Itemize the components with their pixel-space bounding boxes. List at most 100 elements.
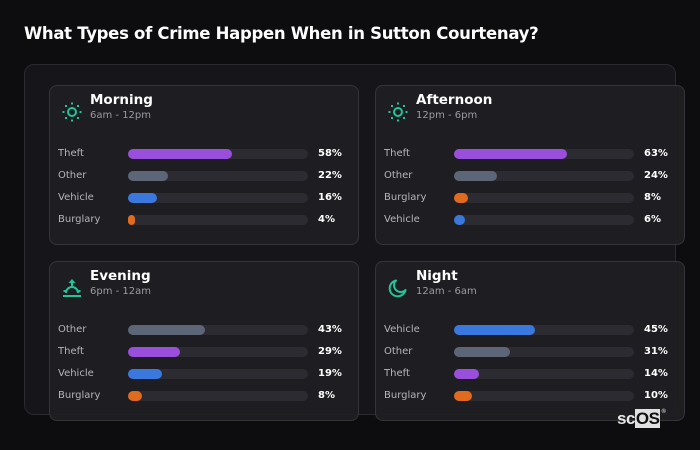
bar-value: 24% [644, 170, 668, 181]
card-title: Morning [90, 92, 153, 108]
bar-row: Other 22% [58, 169, 353, 191]
bar-track [454, 171, 634, 181]
bar-label: Theft [384, 148, 410, 159]
bar-track [128, 391, 308, 401]
bar-fill [454, 325, 535, 335]
bar-label: Vehicle [58, 368, 94, 379]
bar-track [128, 149, 308, 159]
bar-track [128, 215, 308, 225]
scos-logo: scOS ® [617, 409, 666, 429]
bar-row: Vehicle 6% [384, 213, 679, 235]
logo-registered-mark: ® [661, 409, 666, 415]
bar-track [454, 369, 634, 379]
bar-value: 22% [318, 170, 342, 181]
bar-label: Other [58, 324, 87, 335]
bar-label: Burglary [58, 214, 101, 225]
card-afternoon: Afternoon 12pm - 6pm Theft 63% Other 24% Bur… [375, 85, 685, 245]
bar-row: Burglary 4% [58, 213, 353, 235]
card-title: Afternoon [416, 92, 493, 108]
bar-track [128, 325, 308, 335]
bar-value: 16% [318, 192, 342, 203]
bar-row: Other 43% [58, 323, 353, 345]
sun-icon [387, 101, 409, 123]
bar-label: Vehicle [384, 324, 420, 335]
bar-value: 63% [644, 148, 668, 159]
bar-track [128, 369, 308, 379]
bar-value: 14% [644, 368, 668, 379]
bar-fill [128, 215, 136, 225]
bar-fill [128, 369, 163, 379]
bar-row: Burglary 10% [384, 389, 679, 411]
bar-track [454, 391, 634, 401]
bar-value: 10% [644, 390, 668, 401]
bar-list: Theft 63% Other 24% Burglary 8% Vehicle 6% [384, 147, 679, 235]
card-evening: Evening 6pm - 12am Other 43% Theft 29% Vehic… [49, 261, 359, 421]
bar-value: 43% [318, 324, 342, 335]
bar-track [454, 325, 634, 335]
bar-label: Other [384, 170, 413, 181]
bar-row: Vehicle 19% [58, 367, 353, 389]
bar-label: Other [384, 346, 413, 357]
bar-row: Other 31% [384, 345, 679, 367]
card-subtitle: 12am - 6am [416, 286, 477, 297]
bar-row: Theft 58% [58, 147, 353, 169]
bar-label: Vehicle [58, 192, 94, 203]
page-title: What Types of Crime Happen When in Sutto… [24, 24, 539, 43]
card-morning: Morning 6am - 12pm Theft 58% Other 22% Vehic… [49, 85, 359, 245]
bar-row: Other 24% [384, 169, 679, 191]
sun-icon [61, 101, 83, 123]
bar-value: 58% [318, 148, 342, 159]
bar-fill [128, 391, 143, 401]
bar-fill [454, 347, 510, 357]
bar-row: Theft 14% [384, 367, 679, 389]
bar-label: Theft [58, 346, 84, 357]
bar-fill [454, 193, 469, 203]
bar-value: 45% [644, 324, 668, 335]
logo-prefix: sc [617, 409, 635, 428]
moon-icon [387, 277, 409, 299]
bar-label: Burglary [58, 390, 101, 401]
bar-value: 8% [318, 390, 335, 401]
bar-track [128, 193, 308, 203]
bar-label: Theft [384, 368, 410, 379]
card-night: Night 12am - 6am Vehicle 45% Other 31% Theft… [375, 261, 685, 421]
bar-value: 4% [318, 214, 335, 225]
bar-list: Vehicle 45% Other 31% Theft 14% Burglary 10% [384, 323, 679, 411]
card-title: Night [416, 268, 458, 284]
bar-fill [128, 149, 233, 159]
card-subtitle: 6am - 12pm [90, 110, 152, 121]
bar-track [128, 171, 308, 181]
bar-track [454, 215, 634, 225]
bar-fill [454, 391, 472, 401]
bar-label: Other [58, 170, 87, 181]
bar-value: 6% [644, 214, 661, 225]
bar-fill [128, 347, 181, 357]
card-title: Evening [90, 268, 151, 284]
bar-value: 19% [318, 368, 342, 379]
bar-label: Theft [58, 148, 84, 159]
bar-label: Burglary [384, 192, 427, 203]
bar-fill [128, 325, 206, 335]
bar-row: Vehicle 16% [58, 191, 353, 213]
bar-list: Other 43% Theft 29% Vehicle 19% Burglary 8% [58, 323, 353, 411]
sunset-icon [61, 277, 83, 299]
bar-value: 31% [644, 346, 668, 357]
bar-row: Theft 63% [384, 147, 679, 169]
bar-fill [128, 193, 157, 203]
bar-fill [454, 215, 465, 225]
bar-track [454, 193, 634, 203]
bar-track [454, 149, 634, 159]
bar-track [128, 347, 308, 357]
bar-fill [454, 171, 498, 181]
bar-fill [128, 171, 168, 181]
bar-label: Burglary [384, 390, 427, 401]
bar-value: 29% [318, 346, 342, 357]
bar-fill [454, 369, 480, 379]
bar-row: Vehicle 45% [384, 323, 679, 345]
bar-fill [454, 149, 568, 159]
bar-track [454, 347, 634, 357]
bar-row: Burglary 8% [384, 191, 679, 213]
bar-value: 8% [644, 192, 661, 203]
bar-list: Theft 58% Other 22% Vehicle 16% Burglary 4% [58, 147, 353, 235]
bar-row: Theft 29% [58, 345, 353, 367]
